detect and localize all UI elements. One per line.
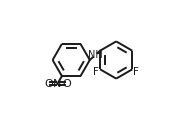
Text: N: N xyxy=(53,79,61,89)
Text: O: O xyxy=(44,79,53,89)
Text: O: O xyxy=(62,79,71,89)
Text: F: F xyxy=(133,67,139,77)
Text: NH: NH xyxy=(87,50,102,60)
Text: F: F xyxy=(93,67,99,77)
